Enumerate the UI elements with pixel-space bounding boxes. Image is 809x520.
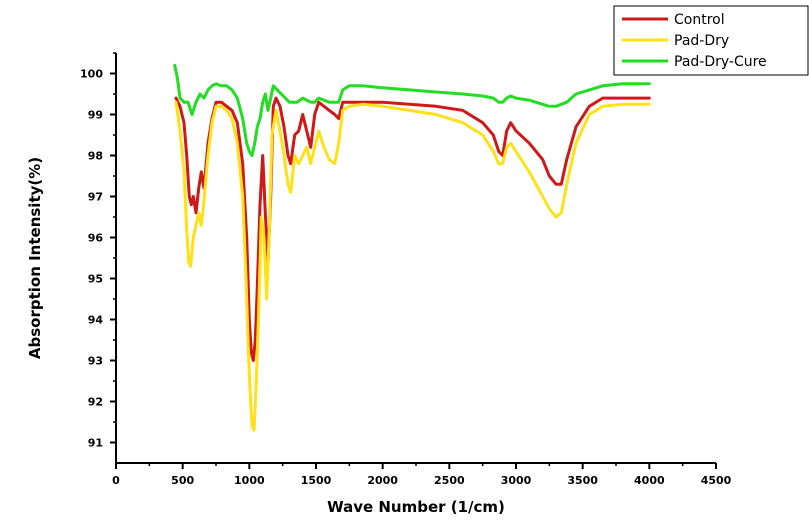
y-tick-label: 95: [88, 273, 103, 286]
x-tick-label: 1000: [234, 474, 265, 487]
legend-label-control: Control: [674, 12, 725, 28]
x-tick-label: 3500: [567, 474, 598, 487]
y-axis-ticks: 91 92 93 94 95 96 97 98 99 100: [80, 52, 116, 450]
legend-label-pad-dry-cure: Pad-Dry-Cure: [674, 54, 767, 70]
y-axis-title: Absorption Intensity(%): [26, 157, 44, 359]
series-line-pad-dry-cure: [173, 63, 651, 157]
y-tick-label: 91: [88, 437, 103, 450]
y-tick-label: 97: [88, 191, 103, 204]
legend-label-pad-dry: Pad-Dry: [674, 33, 729, 49]
x-tick-label: 2500: [434, 474, 465, 487]
series-line-pad-dry: [174, 100, 651, 432]
x-tick-label: 500: [171, 474, 194, 487]
x-tick-label: 0: [112, 474, 120, 487]
y-tick-label: 93: [88, 355, 103, 368]
y-tick-label: 98: [88, 150, 103, 163]
legend: Control Pad-Dry Pad-Dry-Cure: [613, 5, 809, 76]
x-tick-label: 1500: [301, 474, 332, 487]
x-axis-title: Wave Number (1/cm): [327, 498, 505, 516]
x-axis-ticks: 0 500 1000 1500 2000 2500 3000 3500 4000 4500: [112, 463, 732, 487]
x-tick-label: 3000: [501, 474, 532, 487]
x-tick-label: 4000: [634, 474, 665, 487]
axes: [115, 53, 716, 464]
x-tick-label: 4500: [701, 474, 732, 487]
x-tick-label: 2000: [367, 474, 398, 487]
series-layer: [173, 63, 651, 432]
y-tick-label: 96: [88, 232, 104, 245]
y-tick-label: 99: [88, 109, 103, 122]
y-tick-label: 94: [88, 314, 104, 327]
y-tick-label: 100: [80, 68, 103, 81]
y-tick-label: 92: [88, 396, 103, 409]
